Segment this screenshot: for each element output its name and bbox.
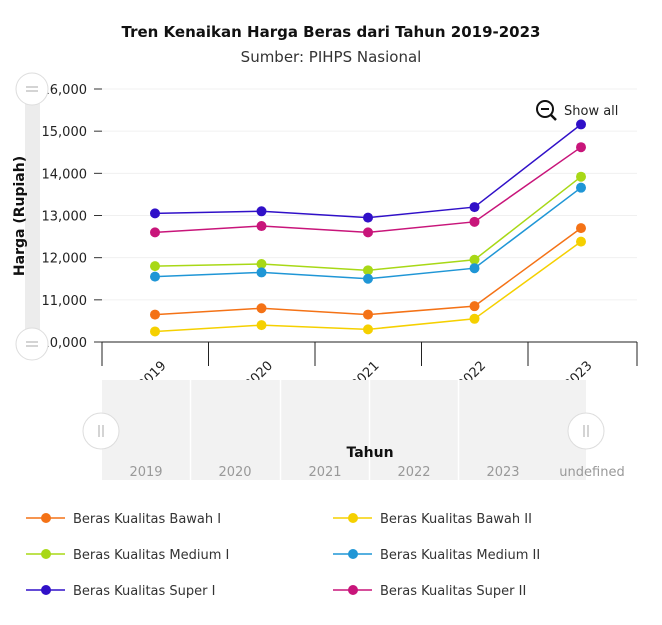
navigator-label: 2019 [129,465,162,480]
legend-label: Beras Kualitas Medium I [73,548,229,563]
series-line [154,123,582,219]
data-point[interactable] [576,182,586,193]
navigator-label: 2022 [397,465,430,480]
y-scrollbar-track[interactable] [25,88,40,343]
legend-item[interactable]: Beras Kualitas Medium II [333,548,540,563]
legend-label: Beras Kualitas Medium II [380,548,540,563]
navigator-label: 2021 [308,465,341,480]
data-point[interactable] [469,202,480,213]
y-tick-label: 13,000 [42,210,88,225]
y-axis-title: Harga (Rupiah) [12,156,28,276]
data-point[interactable] [256,221,267,232]
legend-label: Beras Kualitas Bawah II [380,512,532,527]
legend-marker [41,585,51,595]
data-point[interactable] [363,309,373,320]
y-tick-label: 11,000 [42,294,88,309]
x-navigator-handle-right[interactable] [567,412,605,450]
data-point[interactable] [363,273,373,284]
data-point[interactable] [150,208,160,219]
data-point[interactable] [576,142,586,153]
data-point[interactable] [150,261,160,272]
legend: Beras Kualitas Bawah I Beras Kualitas Baw… [26,512,540,599]
chart-subtitle: Sumber: PIHPS Nasional [241,48,422,66]
y-scroll-handle-bottom[interactable] [15,327,49,361]
legend-item[interactable]: Beras Kualitas Bawah I [26,512,221,527]
show-all-button[interactable]: Show all [536,100,618,121]
data-point[interactable] [469,301,480,312]
legend-item[interactable]: Beras Kualitas Bawah II [333,512,532,527]
data-point[interactable] [256,320,267,331]
legend-marker [41,549,51,559]
legend-label: Beras Kualitas Bawah I [73,512,221,527]
data-point[interactable] [469,313,480,324]
zoom-out-icon [536,100,557,121]
data-point[interactable] [256,206,267,217]
data-point[interactable] [150,227,160,238]
x-navigator-handle-left[interactable] [82,412,120,450]
x-navigator-track[interactable] [102,380,586,480]
series-line [154,176,582,272]
x-axis-title: Tahun [346,445,393,461]
y-scroll-handle-top[interactable] [15,72,49,106]
legend-label: Beras Kualitas Super II [380,584,526,599]
legend-label: Beras Kualitas Super I [73,584,215,599]
data-point[interactable] [256,267,267,278]
y-tick-label: 16,000 [42,83,88,98]
data-point[interactable] [256,258,267,269]
legend-item[interactable]: Beras Kualitas Super I [26,584,215,599]
legend-marker [348,513,358,523]
y-tick-label: 15,000 [42,125,88,140]
y-tick-label: 12,000 [42,252,88,267]
data-point[interactable] [576,223,586,234]
data-point[interactable] [363,265,373,276]
data-point[interactable] [576,236,586,247]
chart-title: Tren Kenaikan Harga Beras dari Tahun 201… [122,23,541,41]
data-point[interactable] [469,263,480,274]
data-point[interactable] [150,309,160,320]
data-point[interactable] [363,227,373,238]
navigator-label: 2020 [218,465,251,480]
legend-item[interactable]: Beras Kualitas Super II [333,584,526,599]
y-tick-label: 10,000 [42,336,88,351]
y-axis-ticks: 10,000 11,000 12,000 13,000 14,000 15,000 16,0… [42,83,102,351]
show-all-label: Show all [564,104,618,119]
series [150,119,586,337]
legend-marker [348,549,358,559]
data-point[interactable] [469,216,480,227]
navigator-label: 2023 [486,465,519,480]
data-point[interactable] [150,326,160,337]
data-point[interactable] [576,171,586,182]
data-point[interactable] [256,303,267,314]
navigator-label: undefined [559,465,624,480]
x-navigator-labels: 2019 2020 2021 2022 2023 undefined [129,380,625,480]
data-point[interactable] [150,271,160,282]
data-point[interactable] [363,212,373,223]
y-tick-label: 14,000 [42,167,88,182]
data-point[interactable] [576,119,586,130]
data-point[interactable] [469,254,480,265]
legend-marker [41,513,51,523]
legend-item[interactable]: Beras Kualitas Medium I [26,548,229,563]
data-point[interactable] [363,324,373,335]
legend-marker [348,585,358,595]
